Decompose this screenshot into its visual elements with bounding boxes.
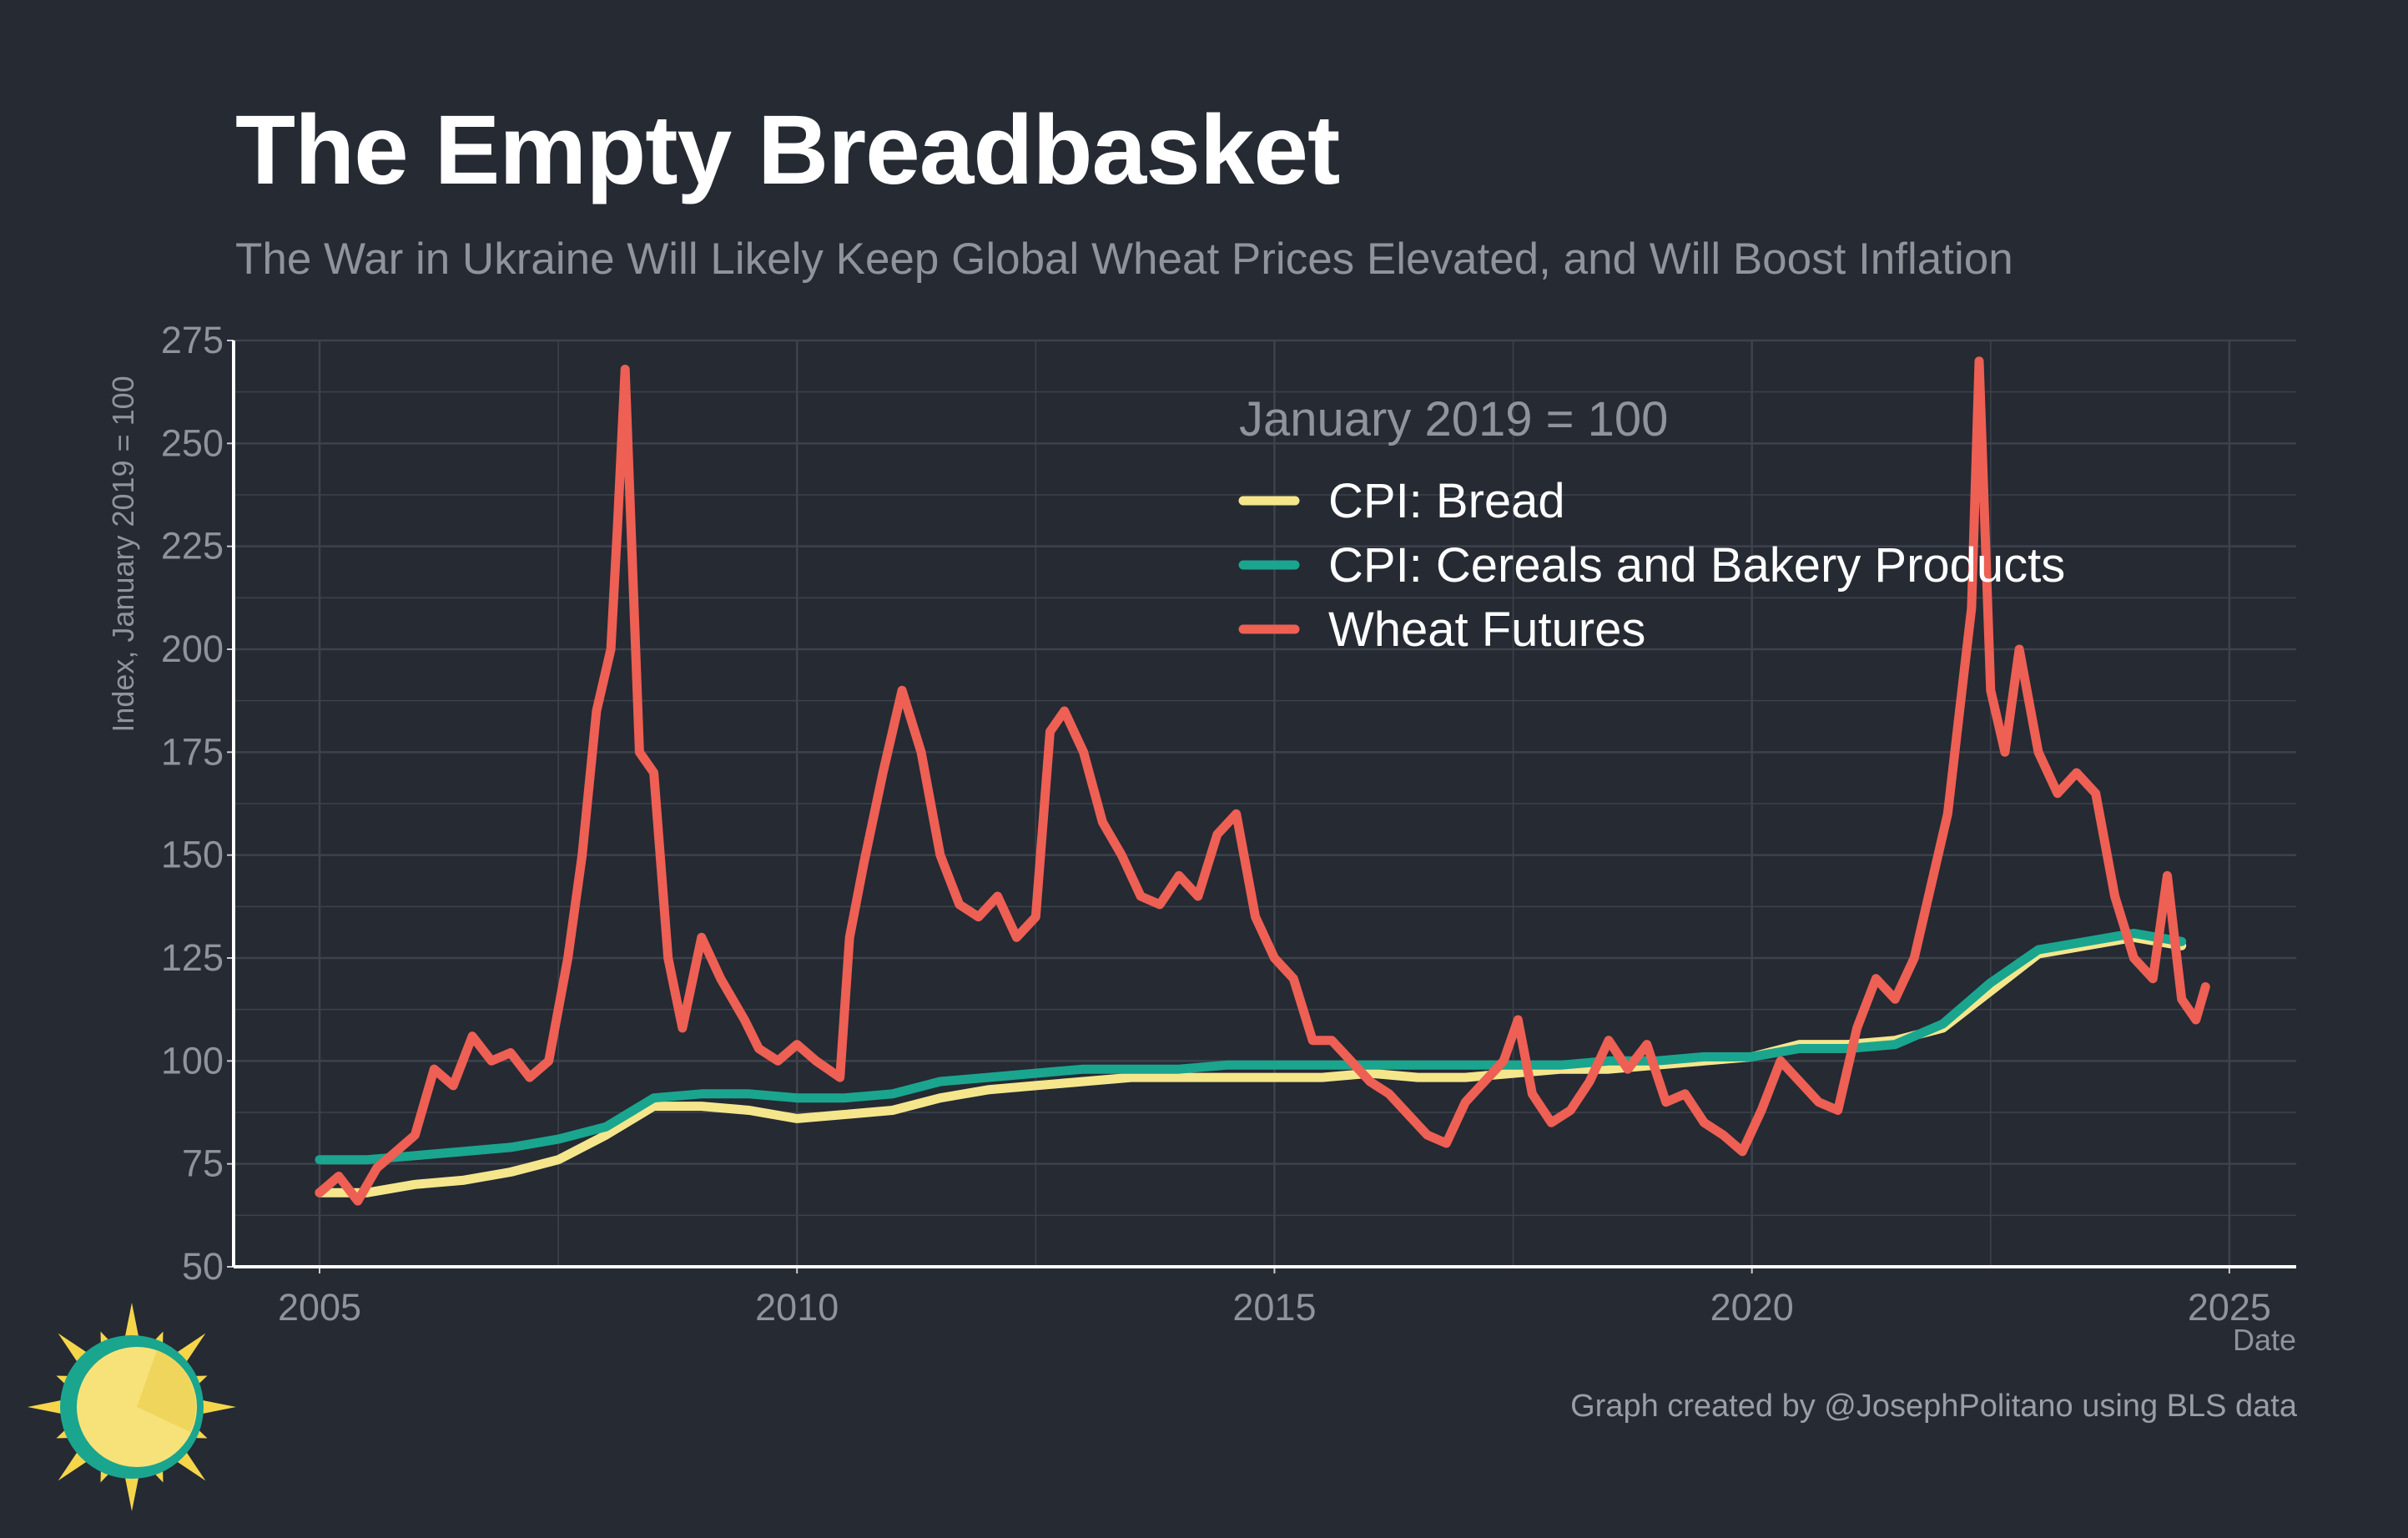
x-tick-label: 2020: [1710, 1286, 1794, 1329]
legend: January 2019 = 100 CPI: Bread CPI: Cereal…: [1238, 392, 2065, 657]
cereals-line: [315, 928, 2187, 1165]
legend-title: January 2019 = 100: [1239, 392, 1668, 446]
series-group: [315, 356, 2210, 1206]
legend-label: CPI: Bread: [1328, 474, 1565, 528]
x-tick-label: 2010: [755, 1286, 839, 1329]
y-tick-label: 150: [161, 834, 224, 876]
x-tick-label: 2025: [2188, 1286, 2271, 1329]
y-tick-label: 125: [161, 936, 224, 979]
y-tick-label: 50: [182, 1245, 224, 1288]
y-tick-label: 175: [161, 730, 224, 773]
x-axis-title: Date: [2233, 1323, 2296, 1357]
legend-label: Wheat Futures: [1328, 603, 1645, 657]
source-caption: Graph created by @JosephPolitano using B…: [1570, 1389, 2297, 1424]
sun-shade: [137, 1350, 196, 1432]
legend-label: CPI: Cereals and Bakery Products: [1328, 538, 2065, 593]
x-tick-label: 2015: [1232, 1286, 1316, 1329]
chart-title: The Empty Breadbasket: [235, 95, 1340, 205]
y-tick-label: 250: [161, 421, 224, 464]
y-tick-label: 275: [161, 319, 224, 361]
y-axis-ticks: 50 75 100 125 150 175 200 225 250 275: [161, 319, 234, 1288]
grid-lines: [234, 339, 2296, 1267]
y-tick-label: 75: [182, 1142, 224, 1185]
y-tick-label: 225: [161, 525, 224, 567]
x-tick-label: 2005: [278, 1286, 361, 1329]
y-tick-label: 200: [161, 628, 224, 670]
wheat-line: [315, 356, 2210, 1206]
x-axis-ticks: 2005 2010 2015 2020 2025: [278, 1267, 2271, 1329]
sun-icon: [28, 1303, 236, 1511]
chart-subtitle: The War in Ukraine Will Likely Keep Glob…: [235, 234, 2013, 284]
y-axis-title: Index, January 2019 = 100: [106, 376, 140, 732]
y-tick-label: 100: [161, 1039, 224, 1082]
